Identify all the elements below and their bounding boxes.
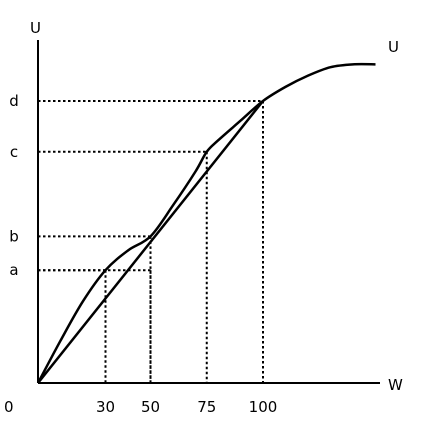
x-tick-label: 100	[249, 398, 278, 416]
y-tick-label: b	[9, 227, 19, 245]
y-tick-label: c	[10, 143, 18, 161]
series-lines	[36, 62, 376, 384]
x-tick-label: 75	[197, 398, 216, 416]
x-axis-label: W	[388, 376, 403, 394]
origin-label: 0	[4, 398, 14, 416]
x-tick-label: 30	[96, 398, 115, 416]
guide-lines	[38, 100, 264, 383]
utility-curve	[36, 62, 376, 384]
curve-label: U	[388, 38, 399, 56]
axes	[37, 40, 380, 384]
y-axis-label: U	[30, 19, 41, 37]
x-tick-label: 50	[141, 398, 160, 416]
axis-labels: U W 0 U	[4, 19, 403, 416]
y-tick-labels: ab c d	[9, 92, 19, 279]
x-tick-labels: 30 50 75 100	[96, 398, 277, 416]
chord-line	[37, 100, 264, 384]
y-tick-label: d	[9, 92, 19, 110]
y-tick-label: a	[9, 261, 18, 279]
